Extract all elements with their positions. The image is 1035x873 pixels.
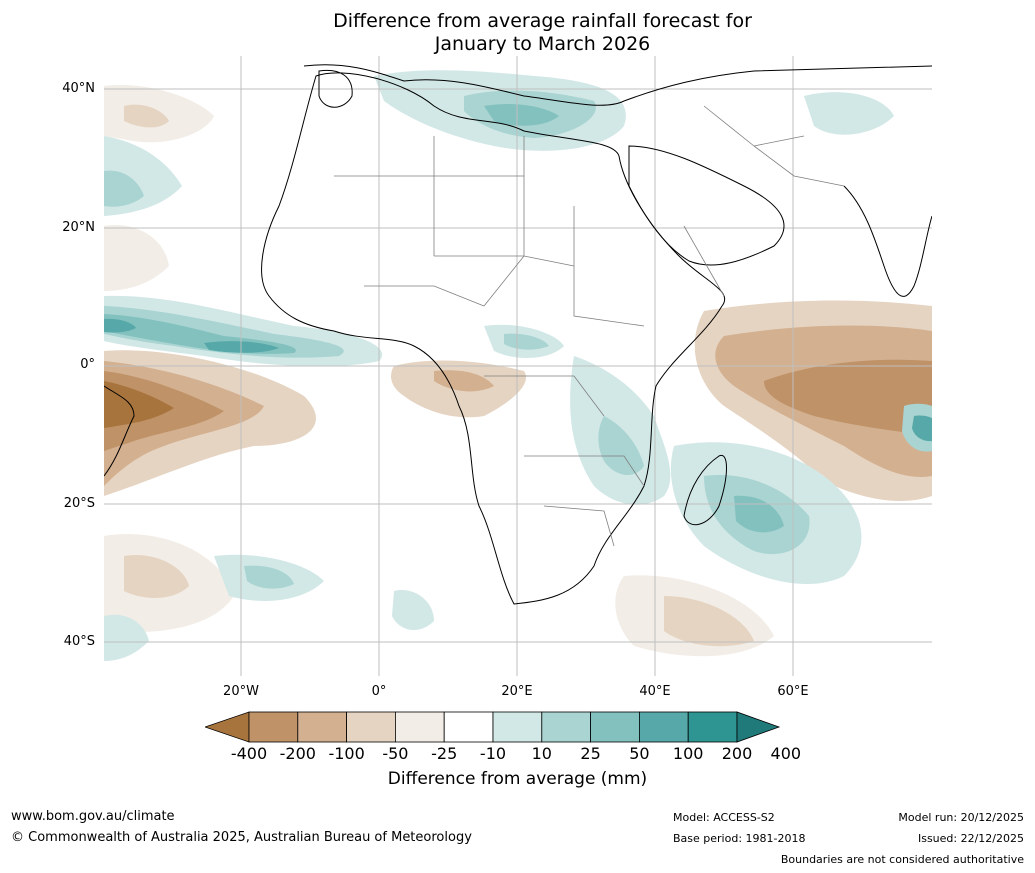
footer-issued: Issued: 22/12/2025	[917, 832, 1024, 845]
colorbar-tick-label: -200	[279, 744, 316, 763]
map-canvas	[104, 56, 932, 676]
footer-base-period: Base period: 1981-2018	[673, 832, 806, 845]
colorbar-tick-label: -10	[479, 744, 507, 763]
colorbar-segment	[443, 711, 494, 743]
lon-label-0: 0°	[371, 684, 387, 699]
colorbar-tick-label: 400	[770, 744, 802, 763]
colorbar-tick-label: 100	[672, 744, 704, 763]
chart-title: Difference from average rainfall forecas…	[0, 10, 1035, 56]
lat-label-20n: 20°N	[62, 220, 95, 235]
lon-label-20w: 20°W	[223, 684, 259, 699]
colorbar-tick-label: -25	[431, 744, 458, 763]
colorbar-tick-label: -100	[328, 744, 365, 763]
colorbar-tick-label: 10	[531, 744, 552, 763]
footer-model: Model: ACCESS-S2	[673, 811, 775, 824]
lat-label-40s: 40°S	[63, 634, 95, 649]
footer-copyright: © Commonwealth of Australia 2025, Austra…	[11, 830, 472, 845]
rainfall-map	[104, 56, 932, 676]
lat-label-20s: 20°S	[63, 496, 95, 511]
coastlines	[104, 64, 932, 605]
colorbar-segment	[248, 711, 299, 743]
colorbar-label: Difference from average (mm)	[387, 769, 648, 789]
title-line-1: Difference from average rainfall forecas…	[333, 10, 752, 32]
gridlines	[104, 56, 932, 676]
wet-anomaly-regions	[104, 70, 932, 661]
colorbar-segment	[590, 711, 640, 743]
lat-label-0: 0°	[80, 357, 95, 372]
colorbar-segment	[638, 711, 689, 743]
lon-label-20e: 20°E	[501, 684, 533, 699]
colorbar-segment	[492, 711, 543, 743]
lon-label-60e: 60°E	[777, 684, 809, 699]
lat-label-40n: 40°N	[62, 81, 95, 96]
colorbar	[205, 711, 781, 743]
colorbar-tick-label: 200	[721, 744, 753, 763]
colorbar-segments	[205, 711, 781, 743]
lon-label-40e: 40°E	[639, 684, 671, 699]
colorbar-segment	[346, 711, 396, 743]
colorbar-segment	[394, 711, 445, 743]
colorbar-segment	[687, 711, 738, 743]
colorbar-tick-label: 25	[580, 744, 601, 763]
footer-disclaimer: Boundaries are not considered authoritat…	[780, 853, 1024, 866]
colorbar-extend-low	[205, 711, 250, 743]
footer-model-run: Model run: 20/12/2025	[898, 811, 1024, 824]
colorbar-segment	[297, 711, 348, 743]
title-line-2: January to March 2026	[434, 33, 651, 55]
colorbar-tick-label: -50	[382, 744, 409, 763]
colorbar-tick-label: -400	[230, 744, 268, 763]
country-boundaries	[334, 105, 845, 547]
colorbar-tick-label: 50	[629, 744, 650, 763]
colorbar-extend-high	[736, 711, 781, 743]
footer-website: www.bom.gov.au/climate	[11, 809, 175, 824]
colorbar-segment	[541, 711, 591, 743]
